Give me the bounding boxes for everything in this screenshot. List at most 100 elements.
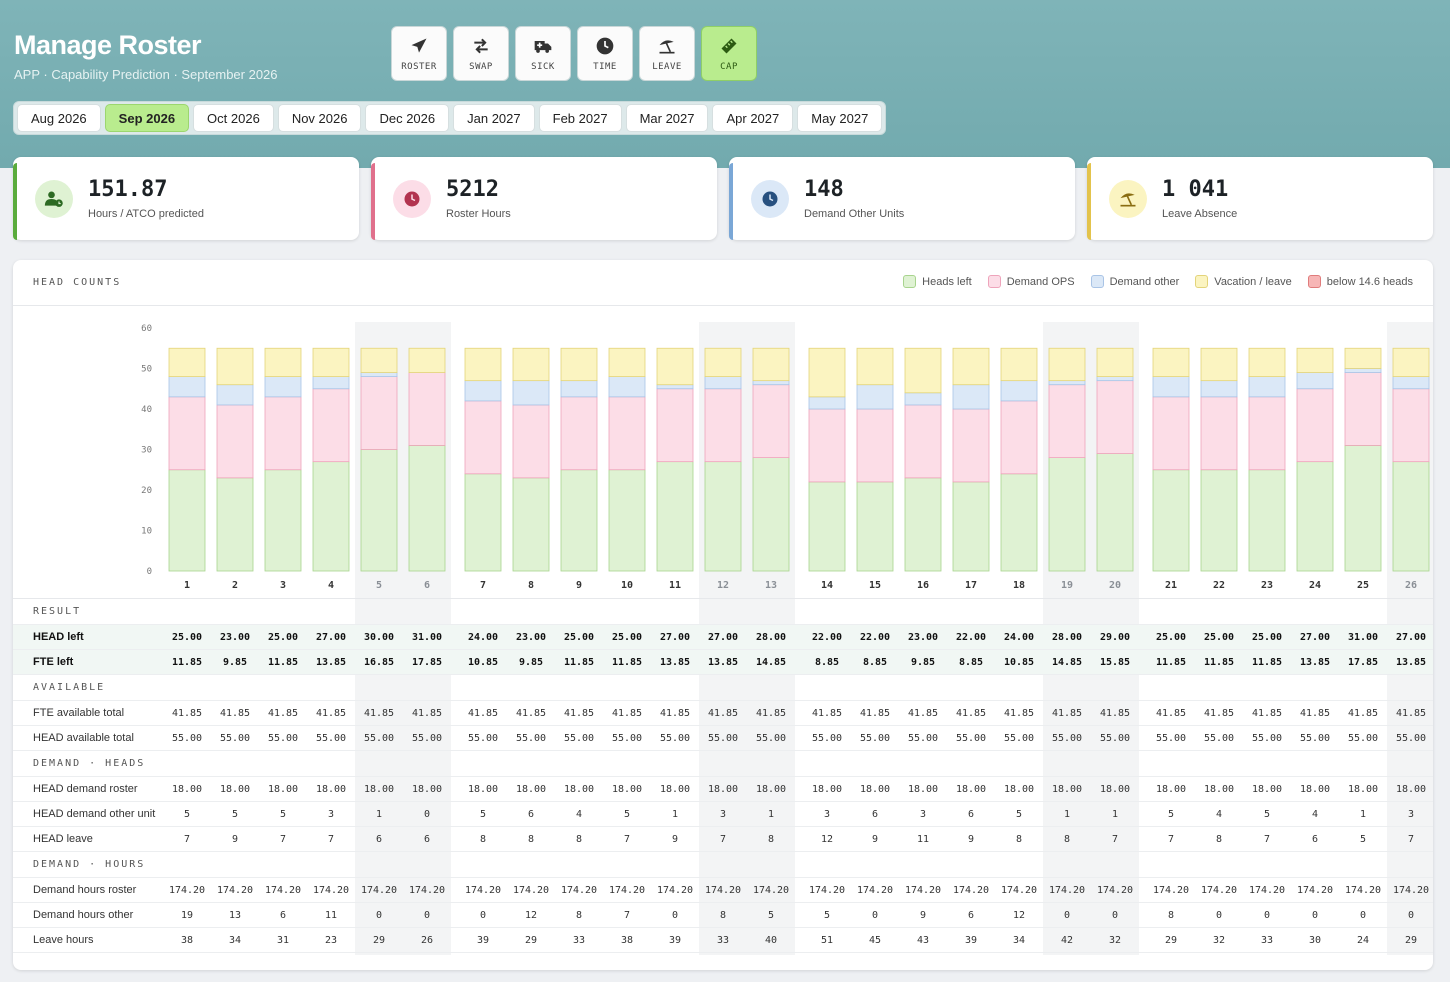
x-tick-label: 3 bbox=[280, 580, 286, 591]
table-cell: 13.85 bbox=[1299, 656, 1331, 668]
roster-tool-button[interactable]: ROSTER bbox=[391, 26, 447, 81]
tool-bar: ROSTER SWAP SICK TIME LEAVE CAP bbox=[391, 26, 757, 81]
table-cell: 27.00 bbox=[315, 631, 347, 643]
bar-segment-demand-ops bbox=[408, 372, 446, 446]
kpi-icon-badge bbox=[35, 179, 73, 218]
legend-label: Vacation / leave bbox=[1214, 275, 1292, 288]
tab-month-nov-2026[interactable]: Nov 2026 bbox=[277, 104, 362, 132]
table-cell: 41.85 bbox=[755, 707, 787, 719]
time-tool-button[interactable]: TIME bbox=[577, 26, 633, 81]
table-cell: 17.85 bbox=[411, 656, 443, 668]
table-cell: 0 bbox=[1263, 909, 1271, 921]
tab-month-apr-2027[interactable]: Apr 2027 bbox=[712, 104, 794, 132]
table-cell: 12 bbox=[1012, 909, 1026, 921]
sick-tool-button[interactable]: SICK bbox=[515, 26, 571, 81]
table-cell: 26 bbox=[420, 934, 434, 946]
tab-month-sep-2026[interactable]: Sep 2026 bbox=[104, 104, 190, 132]
x-tick-label: 7 bbox=[480, 580, 486, 591]
table-cell: 27.00 bbox=[1395, 631, 1427, 643]
x-tick-label: 14 bbox=[821, 580, 833, 591]
bar-segment-demand-ops bbox=[312, 388, 350, 463]
kpi-accent-bar bbox=[371, 163, 375, 240]
cap-tool-label: CAP bbox=[720, 61, 738, 72]
table-row: Demand hours other 19 13 6 11 0 0 0 12 8 7 0 8 5 5 0 9 6 1… bbox=[13, 903, 1433, 928]
table-cell: 8.85 bbox=[862, 656, 888, 668]
kpi-label: Demand Other Units bbox=[804, 208, 905, 220]
tab-month-mar-2027[interactable]: Mar 2027 bbox=[625, 104, 709, 132]
table-cell: 41.85 bbox=[1251, 707, 1283, 719]
bar-segment-demand-ops bbox=[952, 408, 990, 483]
table-cell: 41.85 bbox=[1203, 707, 1235, 719]
table-cell: 32 bbox=[1212, 934, 1226, 946]
swap-tool-button[interactable]: SWAP bbox=[453, 26, 509, 81]
legend-label: Demand other bbox=[1109, 275, 1180, 288]
table-cell: 174.20 bbox=[168, 884, 206, 896]
kpi-label: Roster Hours bbox=[446, 208, 511, 220]
tab-month-may-2027[interactable]: May 2027 bbox=[797, 104, 883, 132]
table-cell: 7 bbox=[719, 833, 727, 845]
table-cell: 41.85 bbox=[267, 707, 299, 719]
table-cell: 18.00 bbox=[411, 783, 443, 795]
bar-segment-demand-ops bbox=[1000, 400, 1038, 475]
table-cell: 1 bbox=[375, 808, 383, 820]
section-title: DEMAND · HEADS bbox=[33, 758, 146, 769]
table-cell: 41.85 bbox=[515, 707, 547, 719]
table-cell: 39 bbox=[476, 934, 490, 946]
bar-segment-heads-left bbox=[1344, 445, 1382, 572]
row-label: HEAD leave bbox=[33, 833, 93, 845]
table-cell: 13.85 bbox=[659, 656, 691, 668]
y-tick-label: 60 bbox=[141, 324, 152, 334]
table-cell: 174.20 bbox=[464, 884, 502, 896]
legend-swatch bbox=[987, 275, 1001, 288]
x-tick-label: 20 bbox=[1109, 580, 1121, 591]
table-cell: 30 bbox=[1308, 934, 1322, 946]
table-cell: 55.00 bbox=[1347, 732, 1379, 744]
table-cell: 29 bbox=[1164, 934, 1178, 946]
kpi-icon-badge bbox=[751, 179, 789, 218]
table-cell: 32 bbox=[1108, 934, 1122, 946]
bar-segment-vacation-leave bbox=[856, 347, 894, 386]
cap-tool-button[interactable]: CAP bbox=[701, 26, 757, 81]
table-cell: 41.85 bbox=[171, 707, 203, 719]
bar-segment-heads-left bbox=[560, 469, 598, 572]
umbrella-beach-icon bbox=[1120, 192, 1136, 206]
x-tick-label: 26 bbox=[1405, 580, 1417, 591]
tab-month-oct-2026[interactable]: Oct 2026 bbox=[193, 104, 274, 132]
table-cell: 41.85 bbox=[707, 707, 739, 719]
table-cell: 0 bbox=[1063, 909, 1071, 921]
tab-month-aug-2026[interactable]: Aug 2026 bbox=[17, 104, 101, 132]
table-cell: 23.00 bbox=[219, 631, 251, 643]
bar-segment-vacation-leave bbox=[808, 347, 846, 398]
tab-month-dec-2026[interactable]: Dec 2026 bbox=[365, 104, 450, 132]
y-tick-label: 0 bbox=[147, 567, 152, 577]
tab-month-feb-2027[interactable]: Feb 2027 bbox=[538, 104, 622, 132]
legend-label: Heads left bbox=[922, 275, 972, 288]
legend-swatch bbox=[1307, 275, 1321, 288]
table-cell: 6 bbox=[967, 909, 975, 921]
table-cell: 174.20 bbox=[1344, 884, 1382, 896]
bar-segment-vacation-leave bbox=[1248, 347, 1286, 378]
table-cell: 22.00 bbox=[811, 631, 843, 643]
table-cell: 33 bbox=[572, 934, 586, 946]
table-cell: 55.00 bbox=[563, 732, 595, 744]
row-label: FTE left bbox=[33, 656, 74, 668]
table-cell: 41.85 bbox=[219, 707, 251, 719]
clock-icon bbox=[762, 191, 778, 206]
table-cell: 41.85 bbox=[1347, 707, 1379, 719]
table-cell: 7 bbox=[1111, 833, 1119, 845]
page-subtitle: APP · Capability Prediction · September … bbox=[14, 67, 278, 82]
y-tick-label: 10 bbox=[141, 527, 152, 537]
table-cell: 55.00 bbox=[1003, 732, 1035, 744]
table-row: HEAD left 25.00 23.00 25.00 27.00 30.00 31.00 2… bbox=[13, 625, 1433, 650]
leave-tool-button[interactable]: LEAVE bbox=[639, 26, 695, 81]
table-cell: 174.20 bbox=[1152, 884, 1190, 896]
table-cell: 18.00 bbox=[1299, 783, 1331, 795]
table-cell: 13 bbox=[228, 909, 242, 921]
kpi-accent-bar bbox=[13, 163, 17, 240]
table-cell: 24 bbox=[1356, 934, 1370, 946]
tab-month-jan-2027[interactable]: Jan 2027 bbox=[453, 104, 535, 132]
table-cell: 33 bbox=[1260, 934, 1274, 946]
table-cell: 23.00 bbox=[907, 631, 939, 643]
table-cell: 27.00 bbox=[659, 631, 691, 643]
table-cell: 174.20 bbox=[512, 884, 550, 896]
